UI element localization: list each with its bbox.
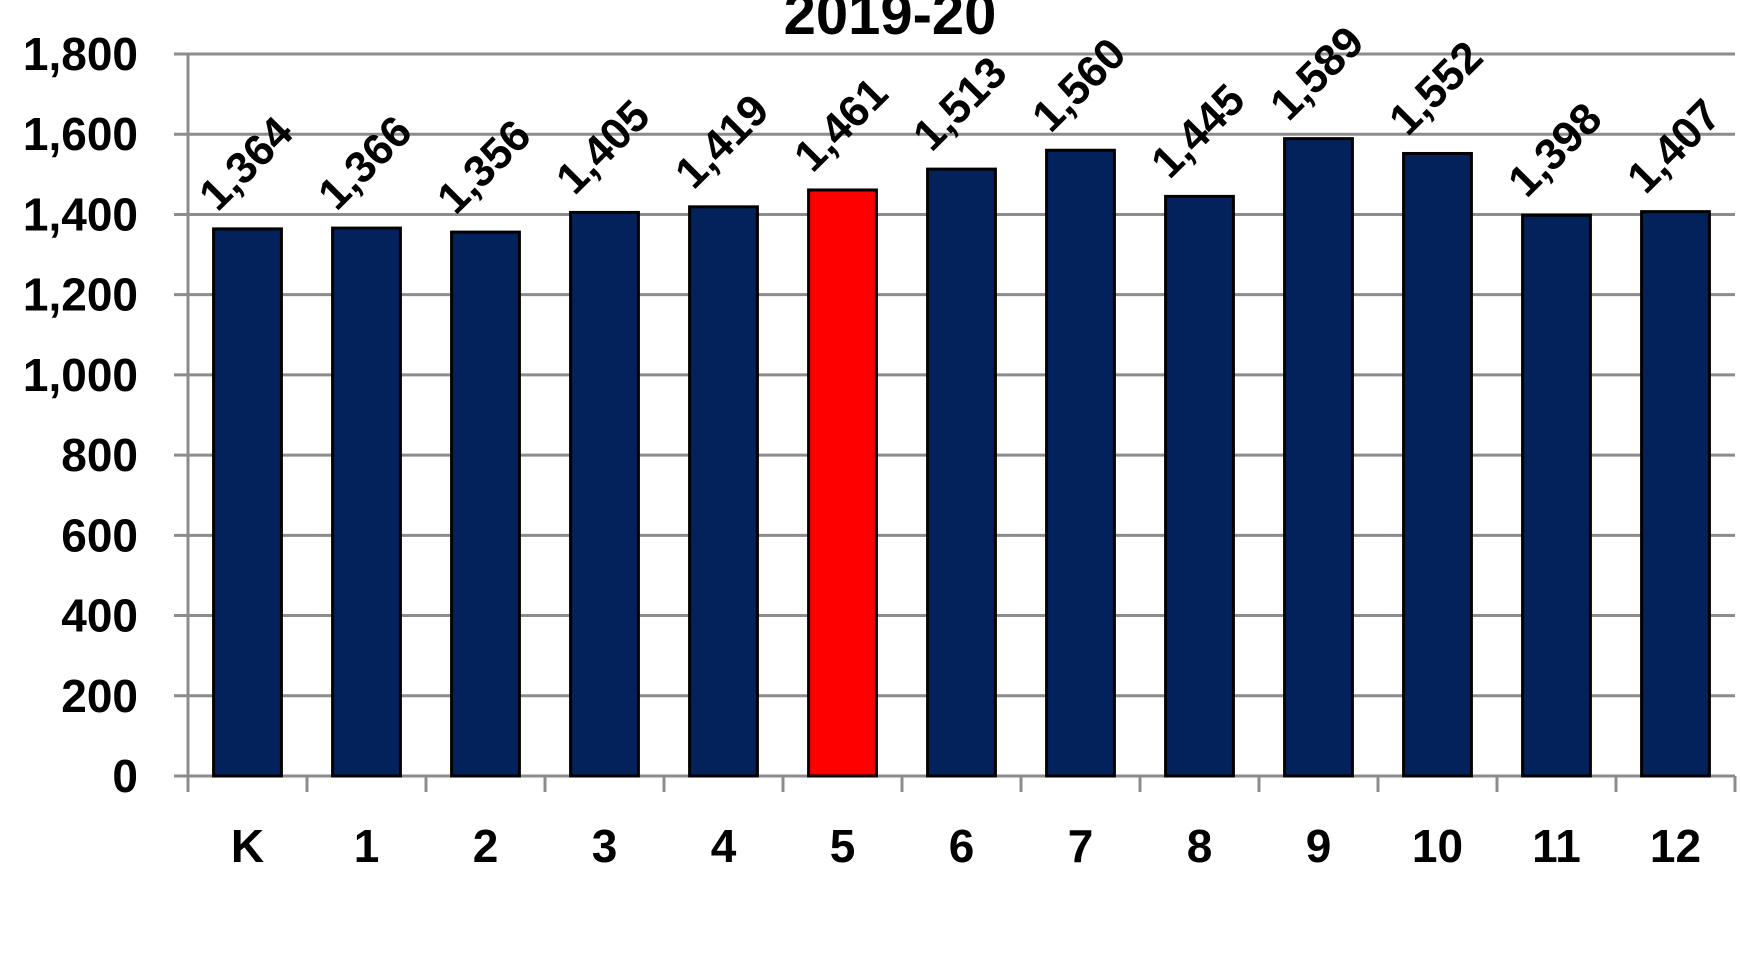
- bar-4: [688, 205, 759, 778]
- y-tick-label: 200: [61, 670, 138, 722]
- x-tick-label: 9: [1306, 820, 1332, 872]
- y-tick-label: 1,800: [23, 28, 138, 80]
- y-tick-label: 1,000: [23, 349, 138, 401]
- bar-7: [1045, 148, 1116, 778]
- x-tick-label: 3: [592, 820, 618, 872]
- bar-K: [212, 227, 283, 778]
- bar-5: [807, 188, 878, 778]
- x-tick-label: 6: [949, 820, 975, 872]
- data-label: 1,419: [666, 85, 779, 198]
- data-label: 1,589: [1261, 17, 1374, 130]
- data-label: 1,366: [309, 107, 422, 220]
- chart-title: 2019-20: [784, 0, 997, 47]
- x-tick-label: K: [231, 820, 264, 872]
- data-label: 1,407: [1618, 90, 1731, 203]
- data-label: 1,445: [1142, 75, 1255, 188]
- bar-6: [926, 167, 997, 778]
- bar-1: [331, 226, 402, 778]
- x-tick-label: 12: [1650, 820, 1701, 872]
- data-label: 1,560: [1023, 29, 1136, 142]
- bar-10: [1402, 151, 1473, 778]
- y-tick-label: 1,200: [23, 269, 138, 321]
- data-label: 1,513: [904, 48, 1017, 161]
- data-label: 1,398: [1499, 94, 1612, 207]
- x-tick-label: 1: [354, 820, 380, 872]
- x-tick-label: 5: [830, 820, 856, 872]
- y-tick-label: 0: [112, 750, 138, 802]
- bar-11: [1521, 213, 1592, 778]
- bar-2: [450, 230, 521, 778]
- bar-12: [1640, 210, 1711, 778]
- x-tick-label: 4: [711, 820, 737, 872]
- y-tick-label: 1,600: [23, 108, 138, 160]
- y-tick-label: 600: [61, 509, 138, 561]
- data-label: 1,461: [785, 69, 898, 182]
- data-label: 1,364: [190, 107, 303, 220]
- y-axis-ticks: 0 200 400 600 800 1,000 1,200 1,400 1,600 1,800: [23, 28, 138, 802]
- x-tick-label: 10: [1412, 820, 1463, 872]
- y-tick-label: 800: [61, 429, 138, 481]
- x-tick-label: 11: [1532, 820, 1581, 872]
- data-label: 1,552: [1380, 32, 1493, 145]
- bar-3: [569, 210, 640, 778]
- bar-9: [1283, 137, 1354, 778]
- x-tick-label: 7: [1068, 820, 1094, 872]
- y-tick-label: 400: [61, 590, 138, 642]
- x-axis-ticks: K 1 2 3 4 5 6 7 8 9 10 11 12: [231, 820, 1701, 872]
- x-tick-label: 8: [1187, 820, 1213, 872]
- bar-8: [1164, 194, 1235, 778]
- data-label: 1,356: [428, 111, 541, 224]
- data-label: 1,405: [547, 91, 660, 204]
- x-tick-label: 2: [473, 820, 499, 872]
- bars: [212, 137, 1711, 778]
- y-tick-label: 1,400: [23, 188, 138, 240]
